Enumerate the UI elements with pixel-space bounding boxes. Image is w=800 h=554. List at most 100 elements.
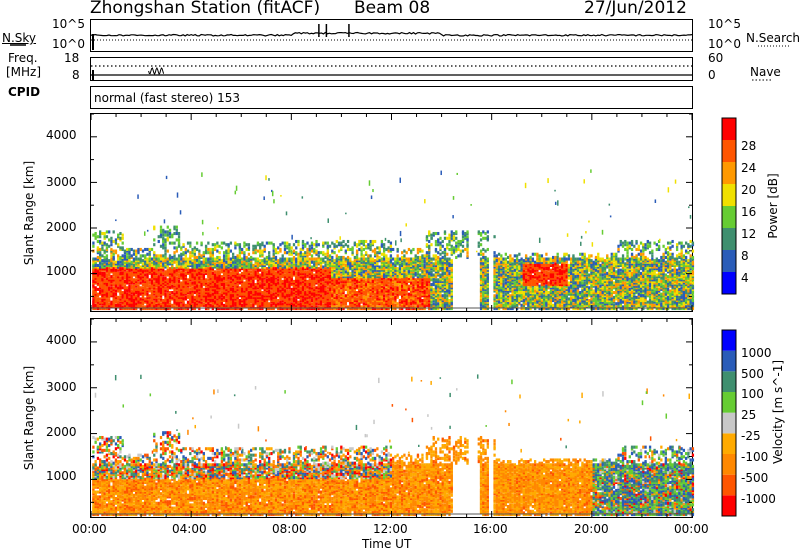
power-cell [189,251,192,255]
power-cell [193,255,196,260]
power-cell [369,239,372,244]
power-cell [234,303,237,307]
power-cell [229,279,233,283]
power-cell [299,297,302,301]
power-cell [236,243,239,247]
power-cell [256,241,260,245]
power-cell [112,283,115,287]
power-cell [355,249,359,253]
power-cell [123,300,127,304]
power-cell [387,295,390,299]
power-cell [270,292,273,296]
power-cell [265,273,269,277]
power-cell [180,299,183,303]
power-cell [299,262,302,266]
power-cell [193,271,196,275]
power-cell [177,273,181,277]
power-cell [175,249,178,253]
power-cell [247,303,251,307]
power-cell [439,257,442,261]
power-cell [306,279,309,283]
power-cell [182,286,185,290]
power-cell [310,246,314,250]
power-cell [322,257,325,261]
power-cell [229,291,233,295]
power-cell [254,273,257,277]
power-cell [137,289,140,293]
power-cell [204,271,208,275]
power-cell [247,262,251,266]
power-colorbar-cell [722,272,736,294]
power-cell [202,263,205,267]
power-cell [103,236,106,240]
power-cell [250,284,253,288]
power-cell [351,251,354,255]
power-cell [103,251,106,255]
power-cell [155,303,158,307]
power-cell [195,259,199,263]
power-cell [126,281,129,285]
power-cell [137,267,140,271]
power-cell [272,287,275,291]
power-cell [119,300,122,304]
power-cell [92,289,95,293]
power-cell [103,305,106,309]
power-cell [268,291,271,295]
power-cell [301,292,305,296]
power-cell [173,231,176,236]
power-cell [254,265,257,269]
power-cell [121,254,124,258]
power-cell [92,273,95,277]
power-cell [265,262,269,266]
power-cell [121,299,124,303]
power-cell [434,247,438,252]
power-cell [220,291,224,295]
power-cell [252,267,255,271]
power-cell [126,265,129,269]
power-cell [254,295,257,299]
power-cell [236,302,239,306]
power-cell [317,243,320,247]
power-cell [110,257,113,261]
power-cell [247,275,251,279]
power-cell [162,239,165,244]
power-cell [110,254,113,258]
power-cell [121,246,124,250]
power-cell [141,289,145,293]
power-cell [290,275,293,279]
power-cell [94,281,97,285]
power-cell [252,247,255,252]
power-cell [117,302,120,306]
power-cell [283,303,287,307]
power-cell [157,257,160,261]
power-cell [209,263,212,267]
power-cell [159,281,163,285]
power-cell [128,303,131,307]
power-cell [270,283,273,287]
power-cell [270,263,273,267]
power-cell [439,273,442,277]
power-cell [202,257,205,261]
power-cell [211,295,215,299]
power-cell [198,284,201,288]
power-cell [373,251,377,255]
power-cell [396,254,399,258]
power-cell [117,263,120,267]
power-cell [272,249,275,253]
power-cell [279,289,282,293]
power-cell [189,294,192,298]
power-cell [146,252,149,256]
power-cell [139,305,142,309]
power-cell [132,305,136,309]
power-cell [416,247,420,252]
power-cell [105,273,109,277]
power-cell [270,276,273,280]
power-cell [193,276,196,280]
power-cell [117,271,120,275]
power-cell [272,281,275,285]
power-cell [105,300,109,304]
power-cell [243,276,246,280]
power-cell [245,287,248,291]
power-cell [162,279,165,283]
power-cell [150,294,154,298]
